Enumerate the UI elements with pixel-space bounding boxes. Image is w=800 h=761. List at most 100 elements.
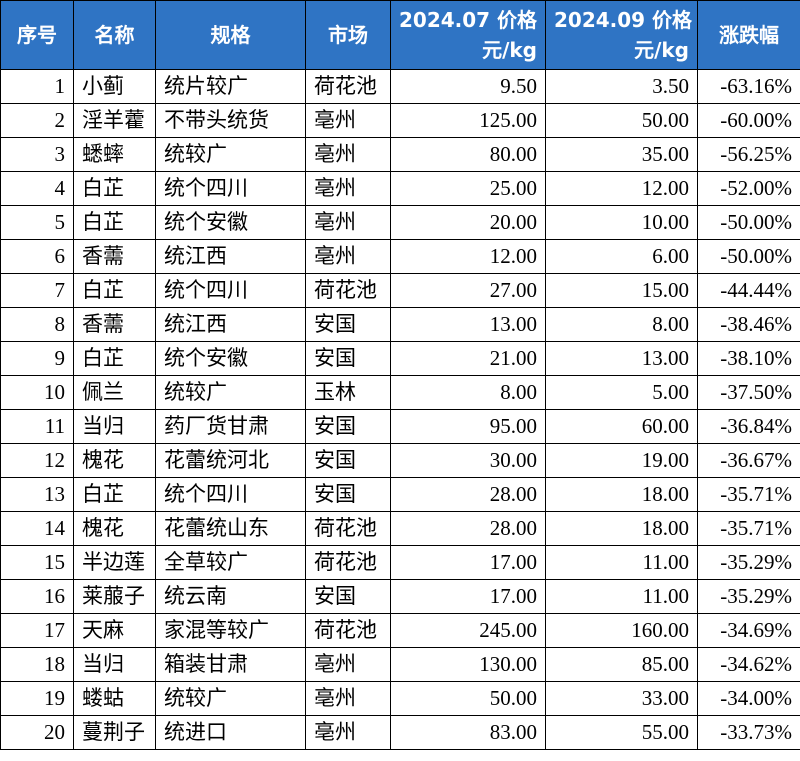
header-cell: 市场 [305, 0, 391, 70]
table-cell: 亳州 [305, 239, 391, 274]
table-cell: 统较广 [155, 137, 306, 172]
table-cell: -35.29% [697, 545, 800, 580]
table-cell: 18.00 [545, 477, 698, 512]
table-cell: -63.16% [697, 69, 800, 104]
header-text: 2024.07 价格 [399, 8, 538, 32]
table-cell: 花蕾统山东 [155, 511, 306, 546]
table-row: 15 半边莲 全草较广 荷花池 17.00 11.00 -35.29% [0, 545, 800, 580]
table-cell: 安国 [305, 307, 391, 342]
table-cell: -50.00% [697, 205, 800, 240]
table-cell: 槐花 [73, 443, 156, 478]
table-row: 16 莱菔子 统云南 安国 17.00 11.00 -35.29% [0, 579, 800, 614]
table-cell: 淫羊藿 [73, 103, 156, 138]
table-cell: 15 [0, 545, 74, 580]
table-cell: 家混等较广 [155, 613, 306, 648]
table-cell: 亳州 [305, 103, 391, 138]
table-cell: 天麻 [73, 613, 156, 648]
table-row: 19 蝼蛄 统较广 亳州 50.00 33.00 -34.00% [0, 681, 800, 716]
table-cell: 当归 [73, 647, 156, 682]
table-row: 4 白芷 统个四川 亳州 25.00 12.00 -52.00% [0, 171, 800, 206]
table-cell: 香薷 [73, 307, 156, 342]
table-cell: 安国 [305, 341, 391, 376]
table-cell: 160.00 [545, 613, 698, 648]
header-text: 涨跌幅 [719, 23, 779, 47]
header-text: 规格 [210, 23, 251, 47]
table-cell: -38.46% [697, 307, 800, 342]
table-cell: 香薷 [73, 239, 156, 274]
table-cell: 80.00 [390, 137, 546, 172]
table-row: 12 槐花 花蕾统河北 安国 30.00 19.00 -36.67% [0, 443, 800, 478]
table-cell: 85.00 [545, 647, 698, 682]
table-cell: 亳州 [305, 171, 391, 206]
table-row: 7 白芷 统个四川 荷花池 27.00 15.00 -44.44% [0, 273, 800, 308]
table-cell: 安国 [305, 579, 391, 614]
table-cell: -44.44% [697, 273, 800, 308]
table-cell: 14 [0, 511, 74, 546]
table-cell: 荷花池 [305, 273, 391, 308]
table-cell: 统片较广 [155, 69, 306, 104]
table-cell: 统较广 [155, 375, 306, 410]
table-cell: 27.00 [390, 273, 546, 308]
header-text: 名称 [94, 23, 135, 47]
table-row: 1 小蓟 统片较广 荷花池 9.50 3.50 -63.16% [0, 69, 800, 104]
table-cell: -56.25% [697, 137, 800, 172]
table-cell: 10 [0, 375, 74, 410]
table-cell: 10.00 [545, 205, 698, 240]
table-cell: 17.00 [390, 545, 546, 580]
table-cell: 16 [0, 579, 74, 614]
table-cell: 统较广 [155, 681, 306, 716]
table-cell: 13.00 [390, 307, 546, 342]
table-cell: 13.00 [545, 341, 698, 376]
header-cell: 名称 [73, 0, 156, 70]
table-cell: 荷花池 [305, 511, 391, 546]
table-cell: 半边莲 [73, 545, 156, 580]
table-body: 1 小蓟 统片较广 荷花池 9.50 3.50 -63.16% 2 淫羊藿 不带头统货 亳州 125.… [0, 69, 800, 750]
table-cell: 12.00 [545, 171, 698, 206]
table-row: 18 当归 箱装甘肃 亳州 130.00 85.00 -34.62% [0, 647, 800, 682]
table-cell: 箱装甘肃 [155, 647, 306, 682]
table-cell: 25.00 [390, 171, 546, 206]
table-cell: 亳州 [305, 681, 391, 716]
table-cell: 药厂货甘肃 [155, 409, 306, 444]
table-cell: 安国 [305, 443, 391, 478]
table-row: 20 蔓荆子 统进口 亳州 83.00 55.00 -33.73% [0, 715, 800, 750]
table-cell: 统个四川 [155, 477, 306, 512]
table-cell: 28.00 [390, 511, 546, 546]
table-cell: 蝼蛄 [73, 681, 156, 716]
table-cell: 6.00 [545, 239, 698, 274]
header-cell: 序号 [0, 0, 74, 70]
header-text: 元/kg [482, 38, 537, 62]
table-cell: 12 [0, 443, 74, 478]
table-cell: 15.00 [545, 273, 698, 308]
table-cell: 亳州 [305, 715, 391, 750]
table-cell: 统个安徽 [155, 205, 306, 240]
table-cell: 白芷 [73, 341, 156, 376]
table-cell: 50.00 [545, 103, 698, 138]
table-cell: -38.10% [697, 341, 800, 376]
table-cell: 5 [0, 205, 74, 240]
header-text: 2024.09 价格 [554, 8, 693, 32]
table-cell: 统云南 [155, 579, 306, 614]
table-cell: 白芷 [73, 171, 156, 206]
table-row: 14 槐花 花蕾统山东 荷花池 28.00 18.00 -35.71% [0, 511, 800, 546]
table-cell: -35.71% [697, 511, 800, 546]
table-cell: 17 [0, 613, 74, 648]
table-row: 6 香薷 统江西 亳州 12.00 6.00 -50.00% [0, 239, 800, 274]
table-cell: 18.00 [545, 511, 698, 546]
table-cell: 9 [0, 341, 74, 376]
table-cell: 11.00 [545, 545, 698, 580]
table-cell: 统江西 [155, 307, 306, 342]
table-row: 5 白芷 统个安徽 亳州 20.00 10.00 -50.00% [0, 205, 800, 240]
table-cell: 荷花池 [305, 613, 391, 648]
table-cell: -34.62% [697, 647, 800, 682]
header-text: 元/kg [634, 38, 689, 62]
table-cell: 不带头统货 [155, 103, 306, 138]
table-cell: 白芷 [73, 477, 156, 512]
table-cell: -35.71% [697, 477, 800, 512]
table-cell: 50.00 [390, 681, 546, 716]
header-text: 序号 [17, 23, 57, 47]
table-cell: 1 [0, 69, 74, 104]
header-row: 序号 名称 规格 市场 2024.07 价格 元/kg 2024.09 价格 元/kg 涨跌幅 [0, 0, 800, 70]
table-cell: 33.00 [545, 681, 698, 716]
